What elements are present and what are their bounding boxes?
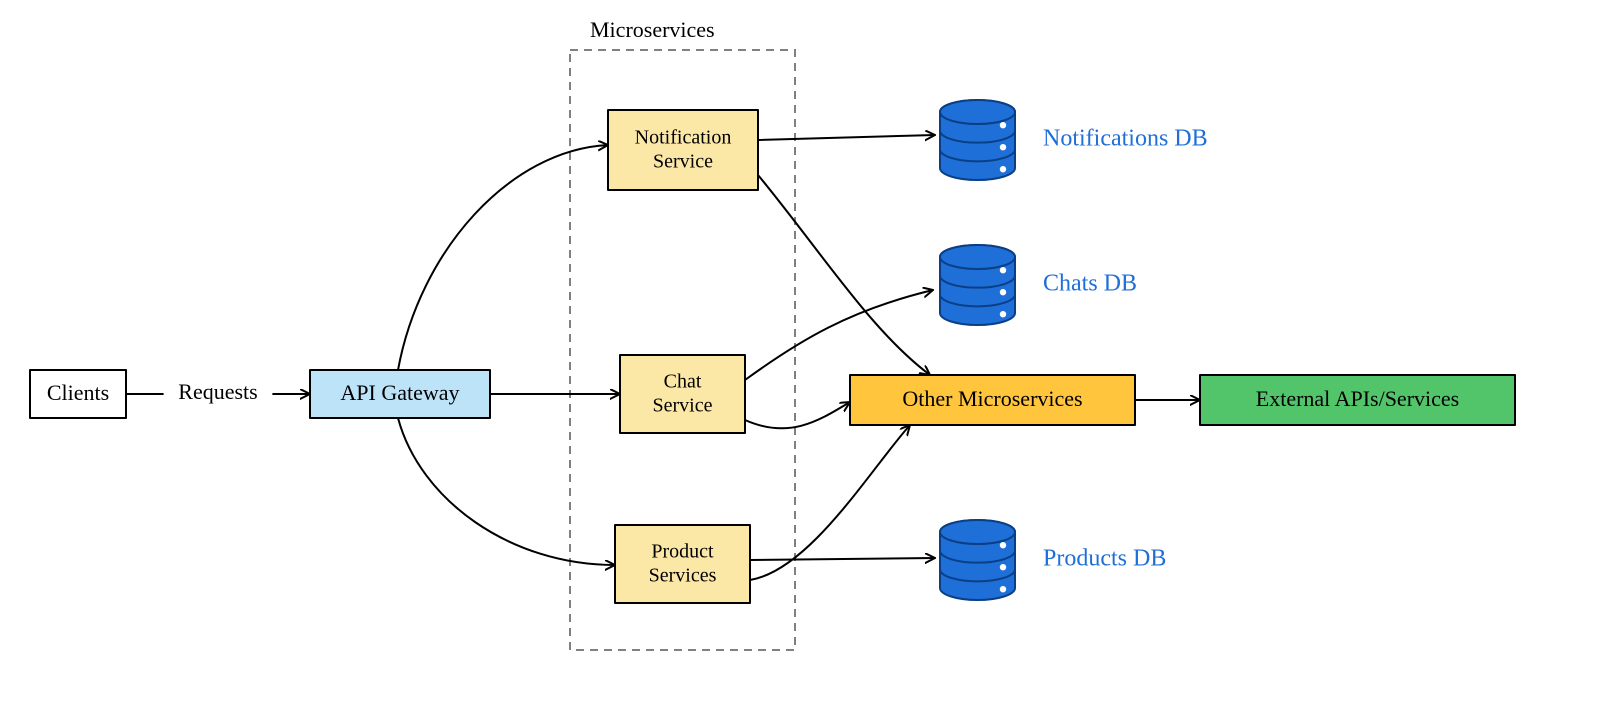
node-label-svc_notif-1: Notification (635, 127, 732, 149)
node-gateway: API Gateway (310, 370, 490, 418)
node-svc_prod: ProductServices (615, 525, 750, 603)
node-label-clients: Clients (47, 380, 109, 405)
edge-e_gw_notif (398, 145, 608, 370)
node-label-gateway: API Gateway (340, 380, 459, 405)
node-label-ext: External APIs/Services (1256, 386, 1459, 411)
edge-e_notif_ms (758, 175, 930, 375)
database-label-db_prod: Products DB (1043, 546, 1166, 572)
nodes-layer: ClientsAPI GatewayNotificationServiceCha… (30, 110, 1515, 603)
node-svc_notif: NotificationService (608, 110, 758, 190)
database-db_prod: Products DB (940, 520, 1166, 600)
edge-e_prod_db (750, 558, 935, 560)
database-label-db_chats: Chats DB (1043, 271, 1137, 297)
node-label-svc_chat-2: Service (653, 395, 713, 417)
node-label-svc_prod-1: Product (651, 541, 714, 563)
edge-e_prod_ms (750, 425, 910, 580)
edge-e_chat_db (745, 290, 933, 380)
node-label-svc_prod-2: Services (649, 565, 717, 587)
node-ext: External APIs/Services (1200, 375, 1515, 425)
node-other_ms: Other Microservices (850, 375, 1135, 425)
node-label-other_ms: Other Microservices (902, 386, 1082, 411)
databases-layer: Notifications DB Chats DB Products DB (940, 100, 1208, 600)
database-db_notif: Notifications DB (940, 100, 1208, 180)
database-db_chats: Chats DB (940, 245, 1137, 325)
database-label-db_notif: Notifications DB (1043, 126, 1208, 152)
node-svc_chat: ChatService (620, 355, 745, 433)
node-label-svc_notif-2: Service (653, 151, 713, 173)
node-label-svc_chat-1: Chat (664, 371, 702, 393)
edge-e_gw_prod (398, 418, 615, 565)
edge-label-e_clients_gw: Requests (178, 379, 257, 404)
edge-e_notif_db (758, 135, 935, 140)
edge-e_chat_ms (745, 402, 850, 428)
microservices-group-label: Microservices (590, 17, 715, 42)
node-clients: Clients (30, 370, 126, 418)
